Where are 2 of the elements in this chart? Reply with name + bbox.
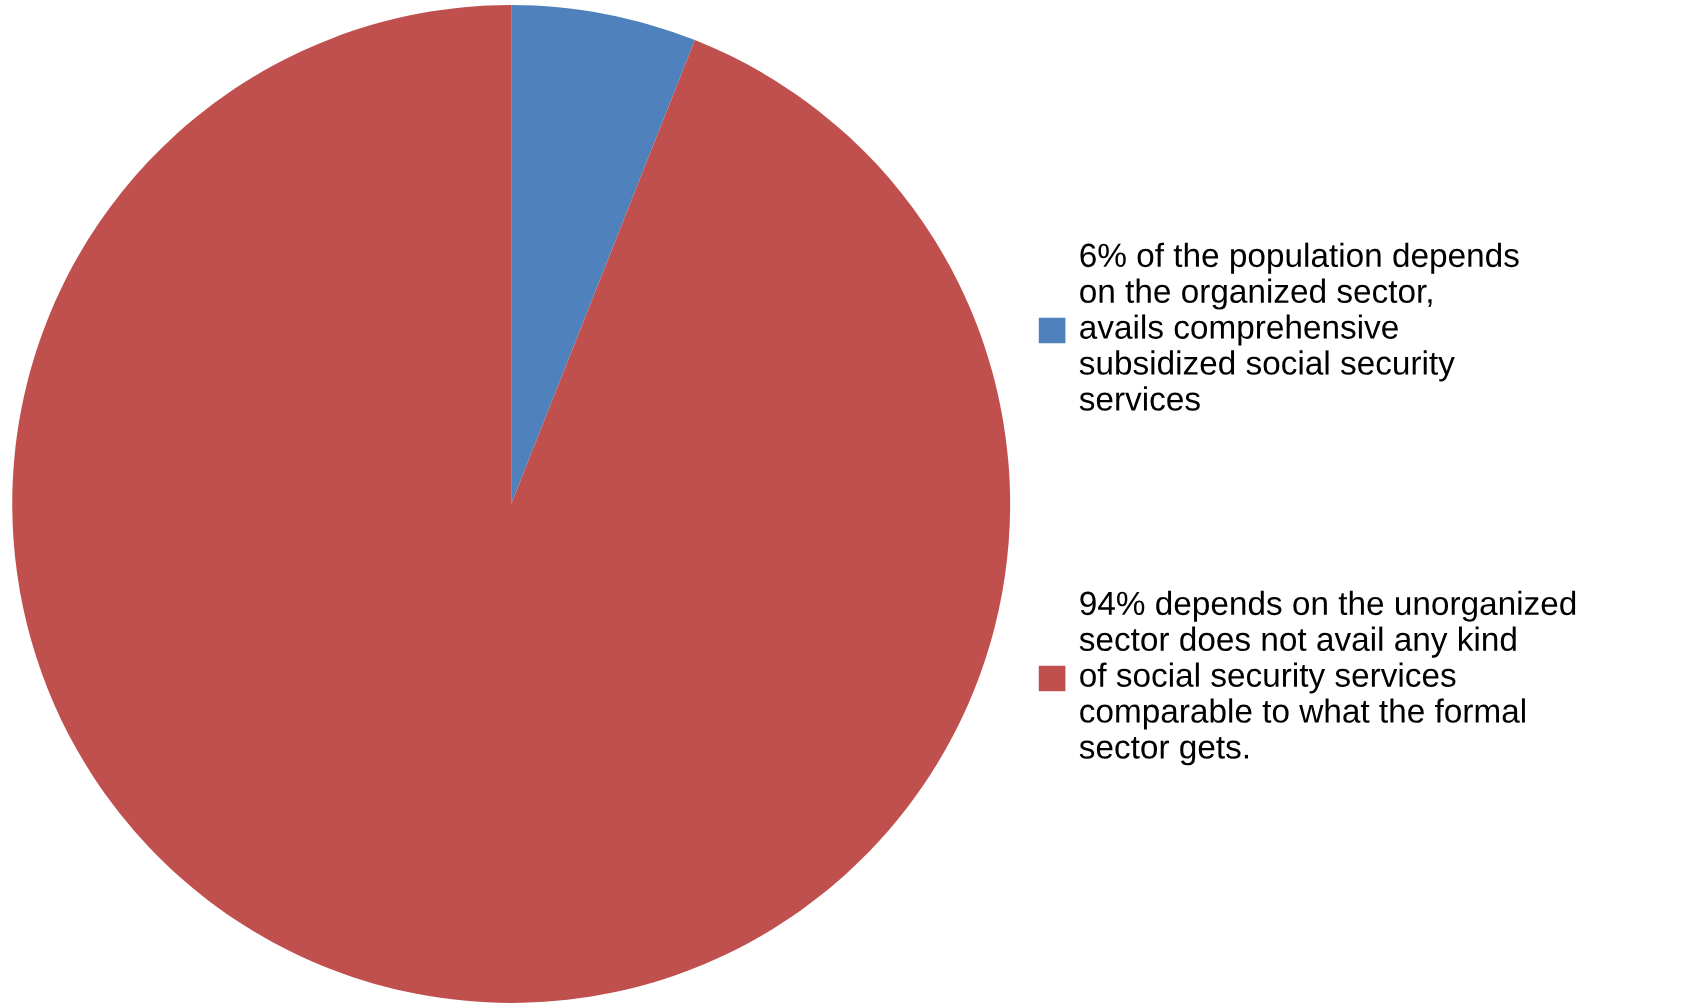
legend-label: 94% depends on the unorganized sector does not avail any kind of social security services comparable to what the formal sector gets. [1079,590,1576,766]
legend-label: 6% of the population depends on the organized sector, avails comprehensive subsidized social security services [1079,242,1519,411]
